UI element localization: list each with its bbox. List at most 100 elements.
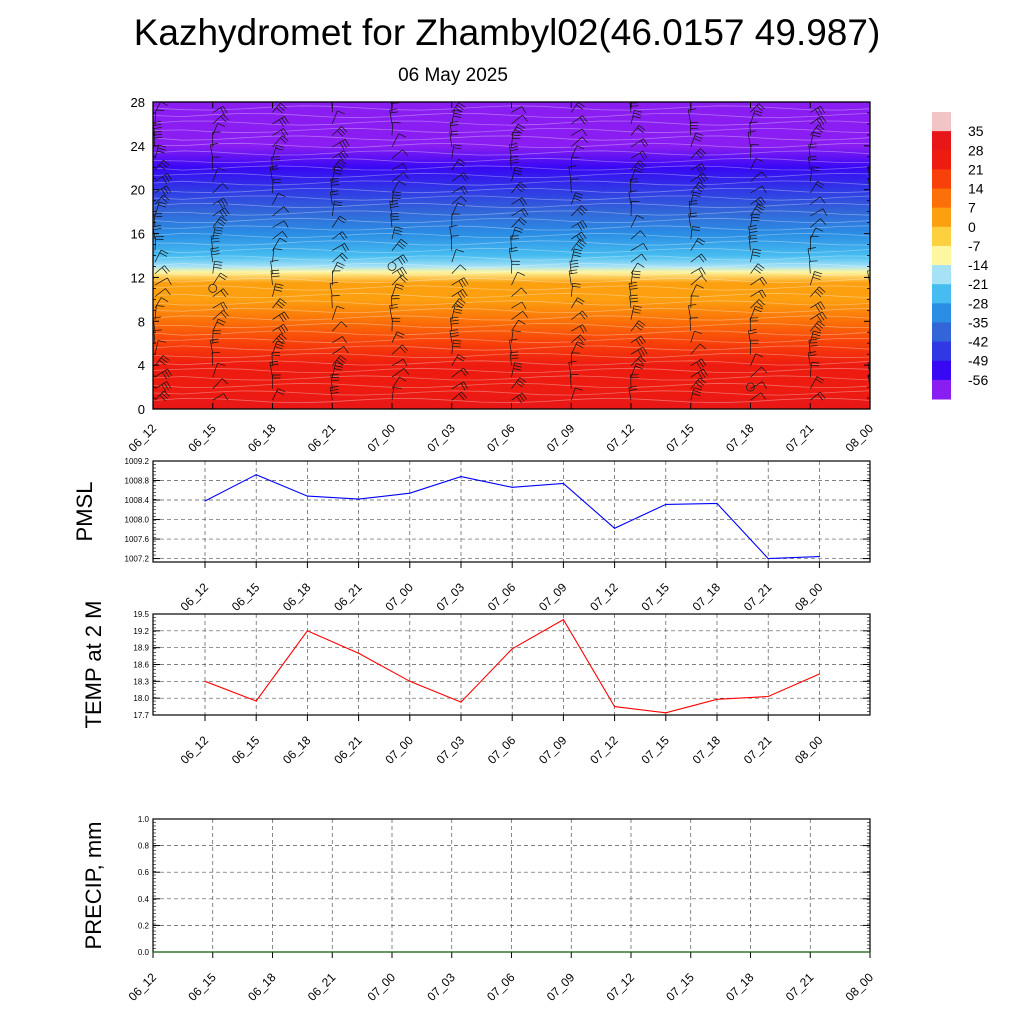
y-tick-label: 0.4 [138, 895, 150, 904]
wind-barb [630, 160, 646, 171]
colorbar-label: 35 [968, 123, 984, 139]
wind-barb [568, 269, 578, 286]
wind-barb [869, 202, 870, 205]
wind-barb [269, 360, 279, 378]
y-tick-label: 0 [138, 402, 145, 417]
y-tick-label: 4 [138, 358, 145, 373]
wind-barb [750, 171, 768, 182]
wind-barb [869, 167, 870, 170]
wind-barb [690, 284, 704, 297]
wind-barb [810, 208, 828, 217]
wind-barb [391, 226, 403, 240]
colorbar-label: 28 [968, 142, 984, 158]
wind-barb [750, 248, 762, 263]
wind-barb [391, 180, 406, 194]
data-point [460, 701, 462, 703]
wind-barb [869, 398, 870, 401]
wind-barb [869, 330, 870, 332]
wind-barb [869, 123, 870, 124]
wind-barb [571, 334, 586, 344]
x-tick-label: 06_15 [229, 733, 263, 767]
y-tick-label: 17.7 [133, 711, 149, 720]
wind-barb [272, 324, 289, 335]
wind-barb [569, 374, 579, 389]
wind-barb [808, 339, 818, 355]
x-tick-label: 07_15 [638, 580, 672, 614]
wind-barb [571, 128, 587, 136]
x-tick-label: 07_09 [536, 580, 570, 614]
wind-barb [810, 196, 826, 205]
colorbar-swatch [932, 322, 951, 343]
wind-barb [272, 374, 281, 389]
wind-barb [869, 342, 870, 343]
wind-barb [509, 338, 518, 355]
calm-circle [387, 262, 397, 271]
wind-barb [750, 276, 768, 286]
contour-line [153, 217, 870, 224]
wind-barb [154, 340, 166, 355]
colorbar-label: 0 [968, 219, 976, 235]
data-point [306, 630, 308, 632]
wind-barb [869, 111, 870, 113]
colorbar-label: -28 [968, 295, 988, 311]
wind-barb [748, 225, 758, 240]
colorbar-label: -7 [968, 238, 981, 254]
contour-line [153, 180, 870, 186]
data-point [818, 673, 821, 675]
wind-barb [391, 122, 401, 136]
colorbar-swatch [932, 341, 951, 362]
x-tick-label: 06_21 [305, 970, 339, 1004]
wind-barb [750, 263, 765, 274]
wind-barb [272, 283, 284, 297]
wind-barb [451, 277, 469, 288]
wind-barb [332, 215, 347, 228]
contour-line [153, 307, 870, 314]
wind-barb [810, 301, 826, 312]
wind-barb [690, 148, 707, 159]
x-tick-label: 07_06 [485, 580, 519, 614]
wind-barb [153, 121, 162, 136]
wind-barb [869, 353, 870, 355]
contour-line [153, 202, 870, 209]
y-tick-label: 1008.4 [125, 496, 150, 505]
wind-barb [630, 125, 646, 136]
x-tick-label: 07_06 [484, 970, 518, 1004]
colorbar-label: 7 [968, 200, 976, 216]
wind-barb [391, 376, 407, 389]
y-axis-label: PRECIP, mm [81, 822, 106, 950]
x-tick-label: 07_21 [741, 733, 775, 767]
wind-barb [329, 281, 338, 297]
colorbar-label: -49 [968, 353, 988, 369]
wind-barb [272, 231, 288, 240]
wind-barb [630, 242, 648, 251]
wind-barb [570, 248, 582, 263]
wind-barb [391, 238, 408, 251]
colorbar-label: 14 [968, 181, 984, 197]
contour-line [153, 285, 870, 291]
wind-barb [391, 266, 407, 278]
wind-barb [869, 146, 870, 147]
contour-line [153, 210, 870, 216]
colorbar-swatch [932, 284, 951, 304]
data-point [767, 557, 769, 560]
x-tick-label: 07_12 [604, 970, 638, 1004]
contour-line [153, 112, 870, 119]
wind-barb [154, 368, 173, 380]
data-point [818, 556, 821, 558]
wind-barb [511, 226, 524, 240]
contour-line [153, 300, 870, 306]
wind-barb [451, 298, 466, 309]
data-point [391, 951, 393, 953]
wind-barb [450, 235, 460, 251]
wind-barb [568, 165, 577, 182]
heatmap-panel: 0 4 8 12 16 20 24 28 06_12 06_15 06_18 06_21 07_00 0… [126, 95, 877, 455]
data-point [331, 951, 333, 953]
temp-panel: 17.7 18.0 18.3 18.6 18.9 19.2 19.5 06_12 06_15 06… [81, 601, 871, 767]
wind-barb [449, 329, 459, 343]
y-tick-label: 1008.0 [125, 516, 150, 525]
wind-barb [570, 352, 580, 366]
contour-line [153, 172, 870, 179]
contour-line [153, 240, 870, 246]
y-tick-label: 18.3 [133, 677, 149, 686]
wind-barb [749, 317, 759, 332]
